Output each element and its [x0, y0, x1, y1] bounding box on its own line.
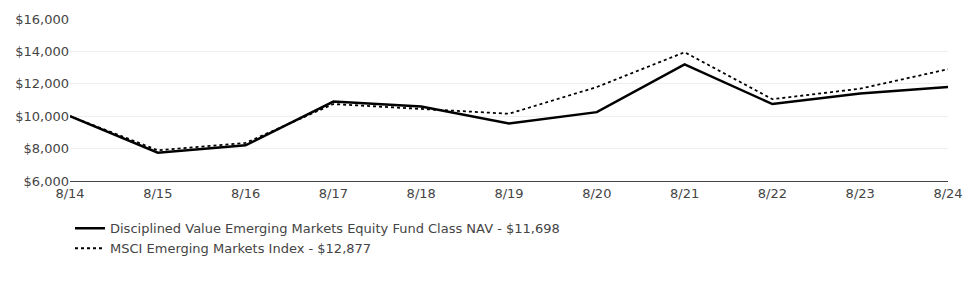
svg-text:MSCI Emerging Markets Index -: MSCI Emerging Markets Index - $12,877 [110, 241, 371, 256]
svg-text:$10,000: $10,000 [15, 109, 69, 124]
svg-text:8/18: 8/18 [407, 186, 436, 201]
svg-text:Disciplined Value Emerging Mar: Disciplined Value Emerging Markets Equit… [110, 221, 560, 236]
svg-text:8/15: 8/15 [143, 186, 172, 201]
svg-text:$12,000: $12,000 [15, 76, 69, 91]
svg-text:8/14: 8/14 [55, 186, 84, 201]
svg-text:$6,000: $6,000 [24, 174, 70, 189]
svg-text:8/19: 8/19 [494, 186, 523, 201]
svg-text:8/24: 8/24 [933, 186, 962, 201]
svg-text:8/16: 8/16 [231, 186, 260, 201]
svg-text:8/23: 8/23 [846, 186, 875, 201]
svg-text:8/17: 8/17 [319, 186, 348, 201]
svg-text:$16,000: $16,000 [15, 12, 69, 27]
svg-text:$8,000: $8,000 [24, 141, 70, 156]
svg-text:8/21: 8/21 [670, 186, 699, 201]
svg-text:8/22: 8/22 [758, 186, 787, 201]
svg-text:$14,000: $14,000 [15, 44, 69, 59]
svg-text:8/20: 8/20 [582, 186, 611, 201]
